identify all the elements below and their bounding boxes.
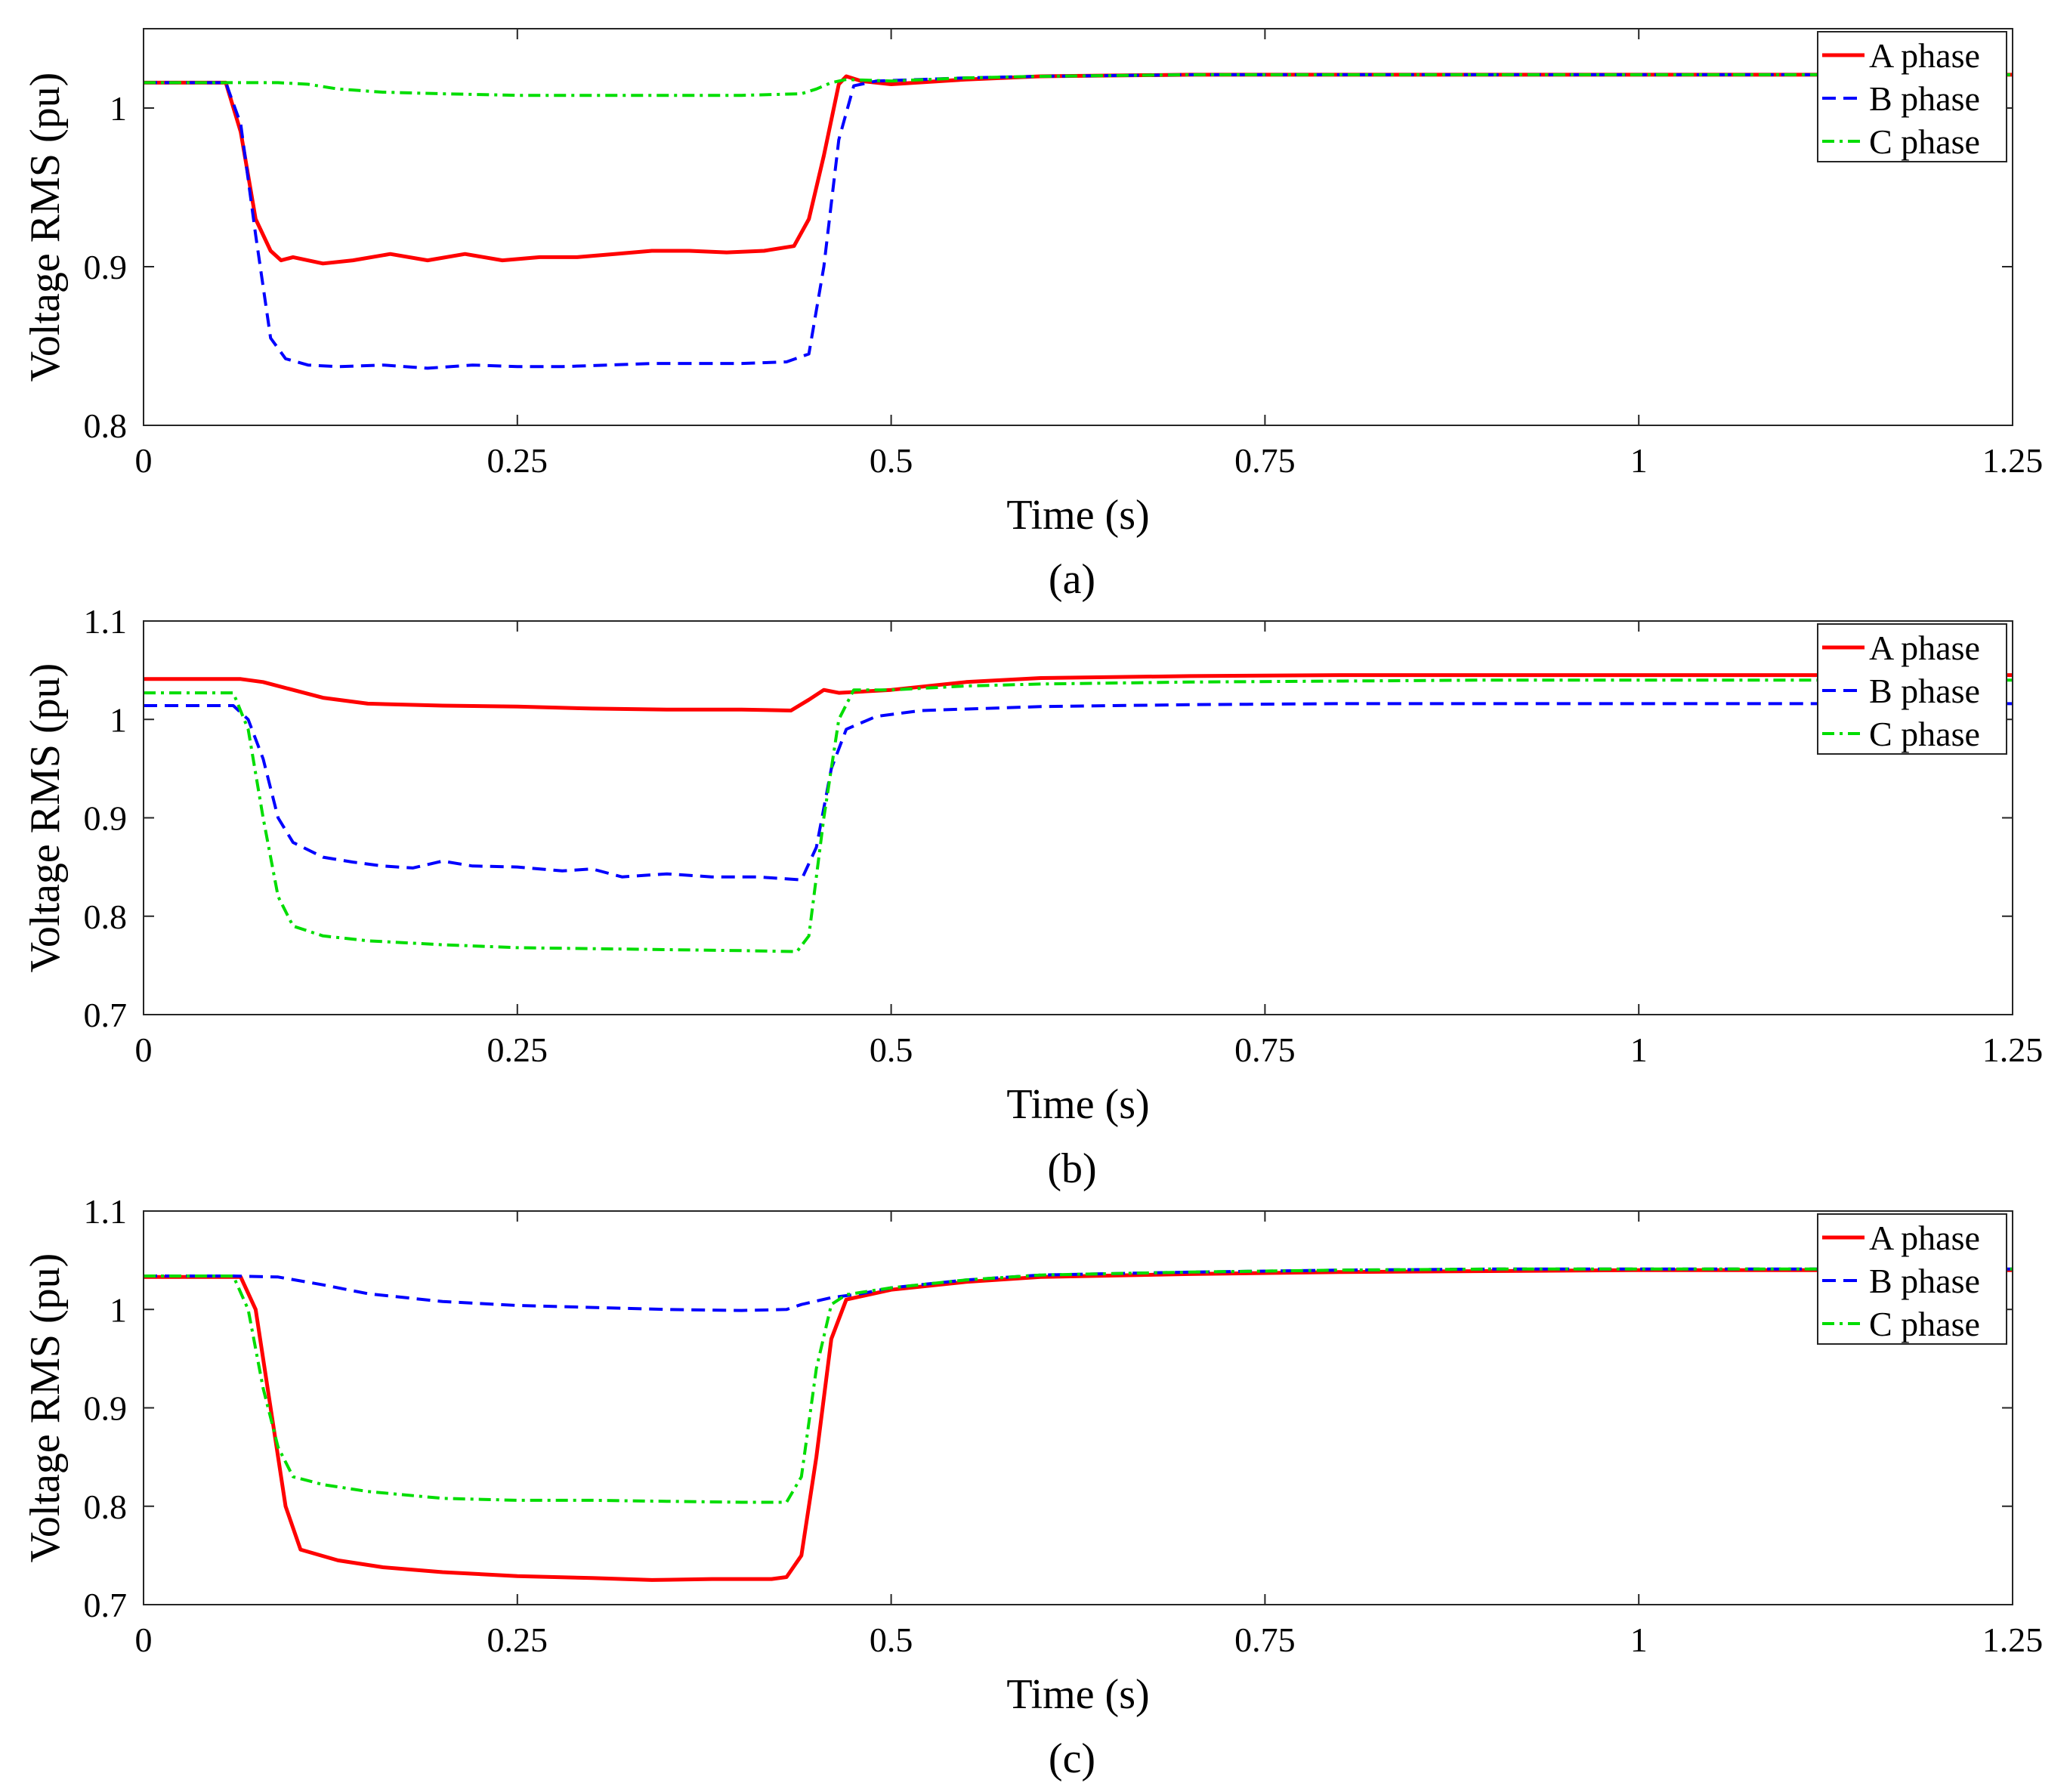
y-tick-label: 0.9: [84, 799, 128, 838]
x-tick-label: 1.25: [1982, 1030, 2044, 1069]
legend-label: A phase: [1869, 36, 1980, 75]
x-tick-label: 0.25: [487, 1621, 548, 1659]
x-tick-label: 1.25: [1982, 441, 2044, 480]
y-tick-label: 1: [110, 700, 127, 739]
y-tick-label: 1: [110, 89, 127, 128]
y-tick-label: 1: [110, 1290, 127, 1329]
legend-label: A phase: [1869, 1219, 1980, 1257]
legend-label: C phase: [1869, 122, 1980, 161]
x-tick-label: 0.75: [1234, 441, 1296, 480]
series-line-c-phase: [144, 1267, 2013, 1504]
legend-label: C phase: [1869, 1305, 1980, 1343]
y-tick-label: 1.1: [84, 602, 128, 641]
x-tick-label: 0.5: [870, 441, 913, 480]
y-tick-label: 0.7: [84, 1586, 128, 1624]
chart-panel-2: 0 0.25 0.5 0.75 1 1.25 0.7 0.8 0.9 1 1.1 Time (s) Vo…: [22, 1192, 2043, 1782]
y-tick-label: 0.8: [84, 898, 128, 936]
legend-label: A phase: [1869, 629, 1980, 667]
panel-caption: (c): [1049, 1735, 1095, 1782]
y-tick-label: 1.1: [84, 1192, 128, 1231]
x-axis-label: Time (s): [1006, 1671, 1149, 1718]
y-axis-label: Voltage RMS (pu): [22, 73, 69, 382]
x-tick-label: 0.5: [870, 1621, 913, 1659]
series-line-a-phase: [144, 673, 2013, 712]
y-tick-label: 0.8: [84, 1488, 128, 1526]
x-tick-label: 0.25: [487, 441, 548, 480]
series-line-b-phase: [144, 73, 2013, 370]
series-line-b-phase: [144, 1267, 2013, 1312]
legend-label: B phase: [1869, 79, 1980, 118]
x-tick-label: 0: [135, 441, 153, 480]
x-tick-label: 1.25: [1982, 1621, 2044, 1659]
x-tick-label: 0.75: [1234, 1030, 1296, 1069]
x-tick-label: 1: [1630, 441, 1648, 480]
series-line-a-phase: [144, 73, 2013, 266]
panel-caption: (a): [1049, 556, 1095, 603]
y-tick-label: 0.8: [84, 406, 128, 445]
chart-panel-1: 0 0.25 0.5 0.75 1 1.25 0.7 0.8 0.9 1 1.1 Time (s) Vo…: [22, 602, 2043, 1192]
panel-caption: (b): [1047, 1145, 1096, 1192]
x-tick-label: 0.25: [487, 1030, 548, 1069]
y-axis-label: Voltage RMS (pu): [22, 1253, 69, 1563]
series-line-a-phase: [144, 1268, 2013, 1582]
x-tick-label: 1: [1630, 1030, 1648, 1069]
x-tick-label: 1: [1630, 1621, 1648, 1659]
axes-frame: [143, 28, 2013, 426]
series-group: [144, 73, 2013, 370]
y-axis-label: Voltage RMS (pu): [22, 663, 69, 973]
legend: A phase B phase C phase: [1817, 31, 2007, 162]
x-tick-label: 0.75: [1234, 1621, 1296, 1659]
series-line-b-phase: [144, 702, 2013, 882]
y-tick-label: 0.7: [84, 996, 128, 1034]
y-tick-label: 0.9: [84, 248, 128, 286]
legend-label: C phase: [1869, 715, 1980, 753]
x-tick-label: 0: [135, 1621, 153, 1659]
series-line-c-phase: [144, 73, 2013, 97]
series-group: [144, 673, 2013, 953]
chart-panel-0: 0 0.25 0.5 0.75 1 1.25 0.8 0.9 1 Time (s) Voltage …: [22, 28, 2044, 603]
y-tick-label: 0.9: [84, 1389, 128, 1428]
series-group: [144, 1267, 2013, 1582]
series-line-c-phase: [144, 678, 2013, 953]
legend: A phase B phase C phase: [1817, 1213, 2007, 1345]
x-axis-label: Time (s): [1006, 492, 1149, 539]
x-tick-label: 0: [135, 1030, 153, 1069]
legend: A phase B phase C phase: [1817, 623, 2007, 755]
legend-label: B phase: [1869, 672, 1980, 710]
legend-label: B phase: [1869, 1262, 1980, 1300]
x-tick-label: 0.5: [870, 1030, 913, 1069]
x-axis-label: Time (s): [1006, 1081, 1149, 1128]
